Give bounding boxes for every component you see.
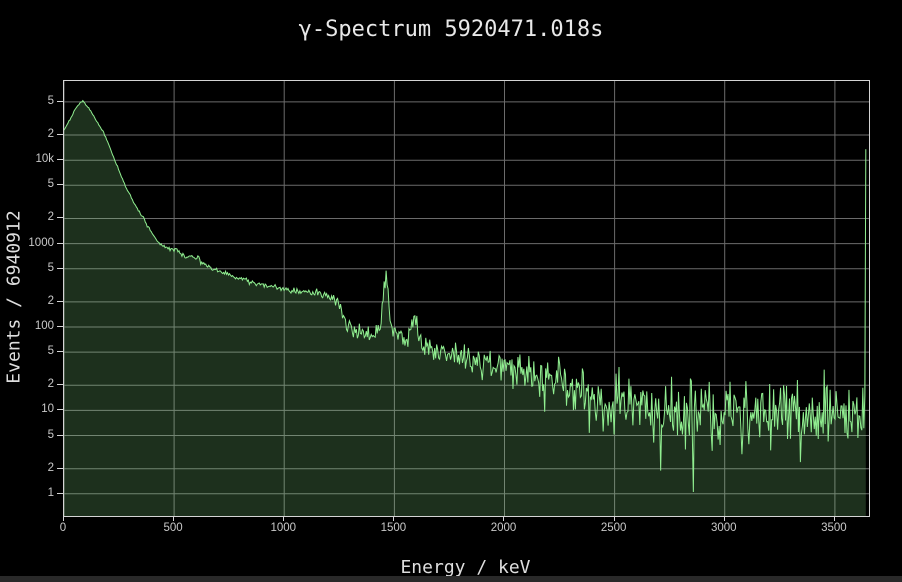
x-axis-title: Energy / keV: [400, 557, 531, 578]
x-tick-label: 500: [163, 522, 183, 534]
x-tick-label: 3500: [821, 522, 847, 534]
bottom-scrollbar-track[interactable]: [0, 576, 902, 582]
y-tick-mark: [57, 267, 63, 269]
grid-lines: [64, 81, 869, 516]
y-tick-mark: [57, 159, 63, 161]
y-axis-title: Events / 6940912: [3, 210, 25, 384]
y-tick-mark: [57, 409, 63, 411]
plot-area[interactable]: [63, 80, 870, 517]
y-tick-label: 1000: [28, 236, 54, 249]
y-tick-mark: [57, 325, 63, 327]
y-tick-label: 5: [47, 428, 54, 441]
chart-title: γ-Spectrum 5920471.018s: [298, 17, 604, 42]
x-tick-label: 2000: [490, 522, 517, 534]
y-tick-mark: [57, 434, 63, 436]
y-tick-mark: [57, 217, 63, 219]
y-tick-label: 100: [34, 319, 54, 332]
spectrum-plot-svg: [64, 81, 869, 516]
y-tick-mark: [57, 134, 63, 136]
x-tick-mark: [283, 516, 285, 521]
x-tick-mark: [613, 516, 615, 521]
y-tick-label: 5: [47, 94, 54, 107]
y-tick-label: 5: [47, 261, 54, 274]
x-tick-mark: [723, 516, 725, 521]
y-tick-label: 10: [41, 403, 54, 416]
y-tick-label: 2: [47, 128, 54, 141]
x-tick-mark: [63, 516, 64, 521]
x-tick-label: 3000: [710, 522, 737, 534]
y-tick-mark: [57, 492, 63, 494]
y-tick-label: 2: [47, 461, 54, 474]
x-tick-label: 2500: [600, 522, 627, 534]
y-tick-mark: [57, 184, 63, 186]
y-tick-mark: [57, 300, 63, 302]
y-tick-label: 2: [47, 378, 54, 391]
y-tick-mark: [57, 242, 63, 244]
y-tick-label: 10k: [35, 153, 54, 166]
spectrum-line: [64, 99, 867, 493]
x-tick-mark: [833, 516, 835, 521]
y-tick-label: 2: [47, 294, 54, 307]
y-tick-mark: [57, 384, 63, 386]
x-tick-mark: [393, 516, 395, 521]
y-tick-label: 2: [47, 211, 54, 224]
spectrum-fill: [64, 100, 866, 516]
y-tick-mark: [57, 100, 63, 102]
y-tick-mark: [57, 467, 63, 469]
x-tick-mark: [503, 516, 505, 521]
y-tick-mark: [57, 351, 63, 353]
y-tick-label: 5: [47, 345, 54, 358]
y-tick-label: 1: [47, 486, 54, 499]
x-tick-label: 1000: [270, 522, 297, 534]
y-tick-label: 5: [47, 178, 54, 191]
x-tick-mark: [173, 516, 175, 521]
x-tick-label: 0: [59, 522, 67, 534]
x-tick-label: 1500: [380, 522, 407, 534]
